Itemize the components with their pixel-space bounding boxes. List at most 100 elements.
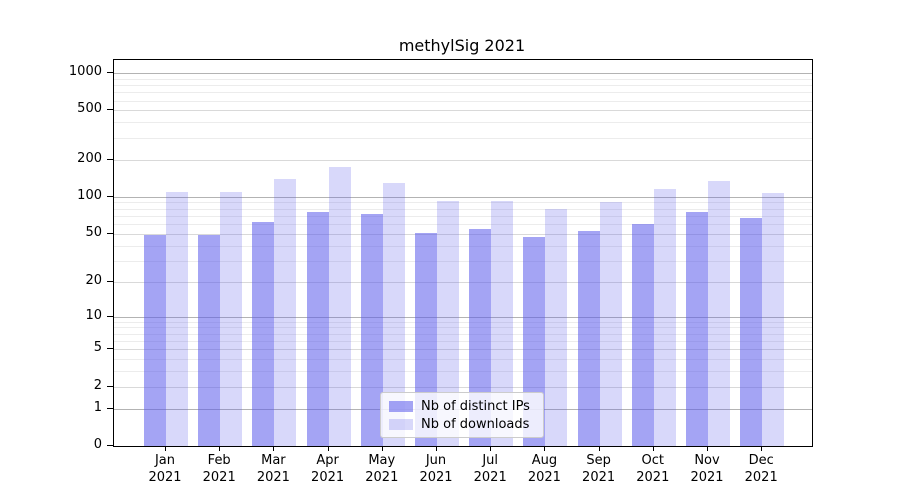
bar-downloads xyxy=(437,200,459,446)
x-tick-label: Jun 2021 xyxy=(419,453,453,485)
gridline xyxy=(114,224,812,225)
legend-row-distinct-ips: Nb of distinct IPs xyxy=(389,397,535,415)
y-tick-mark xyxy=(107,195,113,197)
y-tick-label: 1000 xyxy=(68,63,102,79)
gridline xyxy=(114,281,812,283)
x-tick-mark xyxy=(598,446,600,451)
gridline xyxy=(114,386,812,388)
gridline xyxy=(114,85,812,86)
bar-downloads xyxy=(328,167,351,446)
x-tick-label: May 2021 xyxy=(365,453,399,485)
y-tick-mark xyxy=(107,280,113,282)
x-tick-mark xyxy=(219,446,221,451)
bar-distinct-ips xyxy=(252,222,275,446)
bar-downloads xyxy=(220,192,243,446)
gridline xyxy=(114,233,812,235)
gridline xyxy=(114,159,812,161)
y-tick-mark xyxy=(107,71,113,73)
gridline xyxy=(114,78,812,80)
bar-distinct-ips xyxy=(469,228,492,446)
bar-downloads xyxy=(599,201,622,446)
bar-distinct-ips xyxy=(144,234,166,446)
bar-downloads xyxy=(653,188,676,446)
y-tick-mark xyxy=(107,407,113,409)
gridline xyxy=(114,245,812,247)
x-tick-mark xyxy=(273,446,275,451)
legend: Nb of distinct IPs Nb of downloads xyxy=(380,392,544,438)
y-tick-label: 0 xyxy=(93,437,102,452)
x-tick-label: Apr 2021 xyxy=(311,453,345,485)
gridline xyxy=(114,100,812,102)
gridline xyxy=(114,316,812,318)
y-tick-mark xyxy=(107,158,113,160)
legend-label-distinct-ips: Nb of distinct IPs xyxy=(421,398,530,414)
legend-swatch-distinct-ips xyxy=(389,400,413,412)
x-tick-mark xyxy=(165,446,166,451)
bar-downloads xyxy=(708,181,730,446)
y-tick-mark xyxy=(107,315,113,317)
x-tick-label: Nov 2021 xyxy=(690,453,724,485)
bar-distinct-ips xyxy=(686,212,708,446)
plot-area xyxy=(113,59,813,447)
gridline xyxy=(114,202,812,204)
bar-downloads xyxy=(166,192,188,446)
x-tick-label: Mar 2021 xyxy=(256,453,290,485)
y-tick-label: 100 xyxy=(77,187,102,203)
legend-row-downloads: Nb of downloads xyxy=(389,415,535,433)
y-tick-mark xyxy=(107,232,113,234)
bar-distinct-ips xyxy=(306,212,329,446)
x-tick-mark xyxy=(490,446,492,451)
x-tick-mark xyxy=(436,446,437,451)
y-tick-mark xyxy=(107,445,113,446)
gridline xyxy=(114,359,812,361)
x-tick-mark xyxy=(381,446,383,451)
chart-title: methylSig 2021 xyxy=(398,36,526,55)
legend-swatch-downloads xyxy=(389,418,413,430)
x-tick-label: Feb 2021 xyxy=(202,453,236,485)
gridline xyxy=(114,215,812,217)
bar-downloads xyxy=(545,208,568,446)
gridline xyxy=(114,260,812,262)
x-tick-mark xyxy=(761,446,763,451)
bar-distinct-ips xyxy=(740,218,763,446)
gridline xyxy=(114,349,812,351)
x-tick-mark xyxy=(707,446,708,451)
legend-label-downloads: Nb of downloads xyxy=(421,416,530,432)
y-tick-mark xyxy=(107,385,113,387)
bar-distinct-ips xyxy=(577,230,600,446)
bar-downloads xyxy=(274,179,297,446)
x-tick-mark xyxy=(544,446,546,451)
bar-downloads xyxy=(762,193,785,446)
bar-distinct-ips xyxy=(631,224,654,446)
bar-distinct-ips xyxy=(360,214,383,446)
bar-downloads xyxy=(491,200,514,446)
y-tick-label: 1 xyxy=(93,399,102,415)
gridline xyxy=(114,327,812,329)
y-tick-label: 500 xyxy=(77,101,102,117)
x-tick-mark xyxy=(652,446,654,451)
y-tick-label: 10 xyxy=(85,307,102,323)
y-tick-mark xyxy=(107,348,113,350)
x-tick-label: Jul 2021 xyxy=(473,453,507,485)
gridline xyxy=(114,72,812,74)
y-tick-mark xyxy=(107,109,113,111)
x-tick-label: Sep 2021 xyxy=(582,453,616,485)
x-tick-label: Dec 2021 xyxy=(744,453,778,485)
gridline xyxy=(114,122,812,124)
y-tick-label: 20 xyxy=(85,272,102,288)
gridline xyxy=(114,208,812,210)
gridline xyxy=(114,333,812,335)
gridline xyxy=(114,196,812,198)
y-tick-label: 200 xyxy=(77,150,102,166)
x-tick-mark xyxy=(327,446,329,451)
y-tick-label: 2 xyxy=(93,377,102,393)
gridline xyxy=(114,110,812,112)
bar-distinct-ips xyxy=(198,234,221,446)
bar-downloads xyxy=(382,182,405,446)
x-tick-label: Oct 2021 xyxy=(636,453,670,485)
gridline xyxy=(114,321,812,323)
y-tick-label: 50 xyxy=(85,224,102,240)
y-tick-label: 5 xyxy=(93,340,102,356)
x-tick-label: Jan 2021 xyxy=(148,453,182,485)
